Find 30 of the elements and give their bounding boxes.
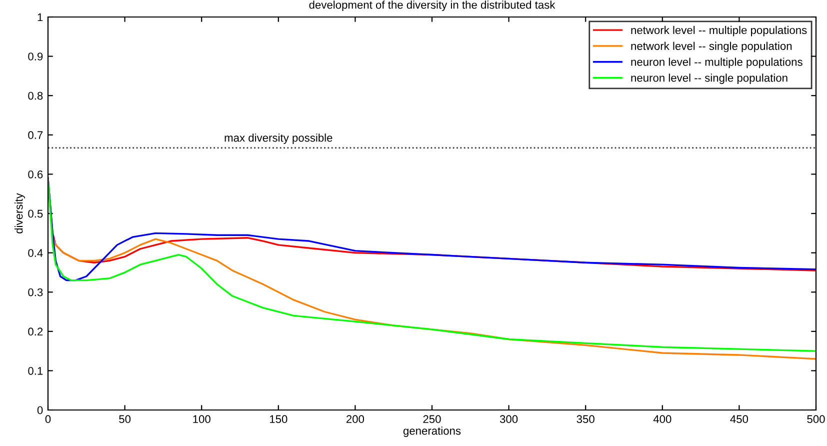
y-tick-label: 0 bbox=[37, 406, 43, 414]
x-tick-label: 450 bbox=[730, 415, 748, 424]
y-tick-label: 0.1 bbox=[28, 366, 43, 375]
x-tick-label: 300 bbox=[500, 415, 518, 424]
x-tick-label: 150 bbox=[270, 415, 288, 424]
legend-label: network level -- multiple populations bbox=[631, 26, 807, 36]
x-tick-label: 400 bbox=[653, 415, 672, 424]
x-tick-label: 350 bbox=[576, 415, 594, 424]
y-tick-label: 0.4 bbox=[28, 249, 43, 257]
y-tick-label: 0.2 bbox=[28, 328, 43, 336]
y-tick-label: 0.6 bbox=[28, 170, 43, 178]
y-tick-label: 0.3 bbox=[28, 288, 43, 296]
y-tick-label: 0.9 bbox=[28, 52, 43, 60]
y-tick-label: 0.7 bbox=[28, 131, 43, 140]
x-axis-title: generations bbox=[403, 426, 461, 437]
y-axis-title: diversity bbox=[14, 193, 25, 234]
y-tick-label: 0.5 bbox=[28, 210, 43, 218]
y-tick-label: 1 bbox=[38, 13, 43, 22]
x-tick-label: 500 bbox=[807, 415, 825, 424]
x-tick-label: 0 bbox=[45, 415, 51, 424]
legend-label: neuron level -- multiple populations bbox=[631, 58, 802, 68]
legend-label: network level -- single population bbox=[631, 42, 792, 52]
ref-line-label: max diversity possible bbox=[224, 134, 332, 144]
x-tick-label: 200 bbox=[346, 415, 364, 424]
legend-label: neuron level -- single population bbox=[631, 74, 788, 84]
x-tick-label: 50 bbox=[119, 415, 131, 424]
x-tick-label: 250 bbox=[423, 415, 441, 424]
y-tick-label: 0.8 bbox=[28, 92, 43, 100]
x-tick-label: 100 bbox=[193, 415, 210, 424]
chart-title: development of the diversity in the distributed task bbox=[309, 0, 556, 11]
